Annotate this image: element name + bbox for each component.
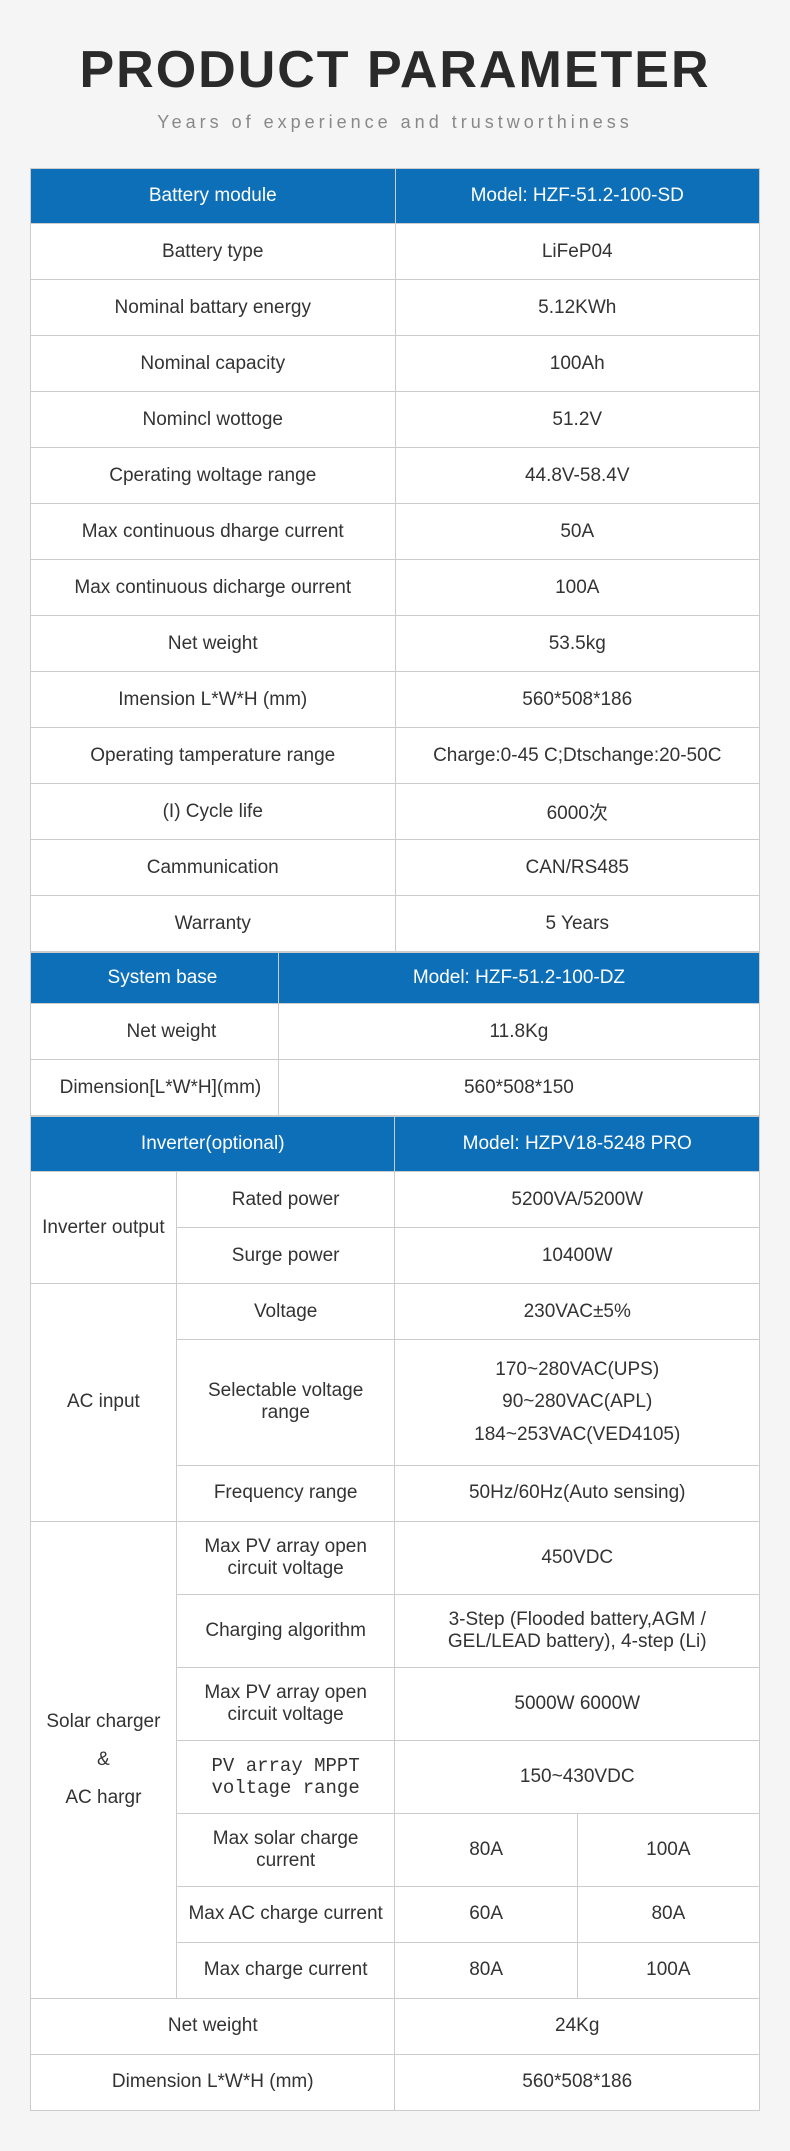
inv-val: 450VDC [395, 1521, 760, 1594]
inv-footer-val: 560*508*186 [395, 2054, 760, 2110]
battery-val: CAN/RS485 [395, 840, 760, 896]
battery-val: Charge:0-45 C;Dtschange:20-50C [395, 728, 760, 784]
battery-val: LiFeP04 [395, 224, 760, 280]
inverter-section-header: Inverter(optional) [31, 1117, 395, 1172]
inverter-table: Inverter(optional) Model: HZPV18-5248 PR… [30, 1116, 760, 2111]
battery-val: 44.8V-58.4V [395, 448, 760, 504]
battery-val: 6000次 [395, 784, 760, 840]
inv-footer-key: Net weight [31, 1998, 395, 2054]
battery-val: 5 Years [395, 896, 760, 952]
inv-key: Max PV array open circuit voltage [176, 1521, 395, 1594]
battery-table: Battery module Model: HZF-51.2-100-SD Ba… [30, 168, 760, 952]
battery-key: Nomincl wottoge [31, 392, 396, 448]
system-section-header: System base [31, 953, 279, 1004]
inv-key: Max PV array open circuit voltage [176, 1667, 395, 1740]
battery-val: 560*508*186 [395, 672, 760, 728]
inv-key: Max charge current [176, 1942, 395, 1998]
solar-charger-label: Solar charger & AC hargr [31, 1521, 177, 1998]
inv-val: 60A [395, 1886, 577, 1942]
system-base-table: System base Model: HZF-51.2-100-DZ Net w… [30, 952, 760, 1116]
inv-key: Voltage [176, 1284, 395, 1340]
page-title: PRODUCT PARAMETER [30, 40, 760, 100]
battery-key: Operating tamperature range [31, 728, 396, 784]
inv-val: 100A [577, 1813, 759, 1886]
battery-key: Max continuous dharge current [31, 504, 396, 560]
page-subtitle: Years of experience and trustworthiness [30, 112, 760, 133]
inv-key: PV array MPPT voltage range [176, 1740, 395, 1813]
inv-key: Charging algorithm [176, 1594, 395, 1667]
battery-section-header: Battery module [31, 169, 396, 224]
inv-val: 5200VA/5200W [395, 1172, 760, 1228]
battery-val: 100Ah [395, 336, 760, 392]
system-model-header: Model: HZF-51.2-100-DZ [278, 953, 759, 1004]
inv-val: 170~280VAC(UPS) 90~280VAC(APL) 184~253VA… [395, 1340, 760, 1466]
inv-key: Surge power [176, 1228, 395, 1284]
inv-val: 10400W [395, 1228, 760, 1284]
inv-val: 5000W 6000W [395, 1667, 760, 1740]
system-key: Dimension[L*W*H](mm) [31, 1060, 279, 1116]
battery-key: Max continuous dicharge ourrent [31, 560, 396, 616]
inv-val: 230VAC±5% [395, 1284, 760, 1340]
inv-key: Selectable voltage range [176, 1340, 395, 1466]
battery-key: Cammunication [31, 840, 396, 896]
inv-key: Max solar charge current [176, 1813, 395, 1886]
battery-key: Nominal capacity [31, 336, 396, 392]
inv-val: 80A [395, 1942, 577, 1998]
battery-val: 5.12KWh [395, 280, 760, 336]
inv-footer-key: Dimension L*W*H (mm) [31, 2054, 395, 2110]
inv-val: 3-Step (Flooded battery,AGM / GEL/LEAD b… [395, 1594, 760, 1667]
system-val: 11.8Kg [278, 1004, 759, 1060]
battery-model-header: Model: HZF-51.2-100-SD [395, 169, 760, 224]
inv-key: Frequency range [176, 1465, 395, 1521]
battery-key: Nominal battary energy [31, 280, 396, 336]
inv-val: 80A [577, 1886, 759, 1942]
inv-key: Rated power [176, 1172, 395, 1228]
ac-input-label: AC input [31, 1284, 177, 1522]
battery-val: 53.5kg [395, 616, 760, 672]
inv-val: 150~430VDC [395, 1740, 760, 1813]
system-val: 560*508*150 [278, 1060, 759, 1116]
inv-val: 100A [577, 1942, 759, 1998]
battery-key: Warranty [31, 896, 396, 952]
system-key: Net weight [31, 1004, 279, 1060]
battery-val: 51.2V [395, 392, 760, 448]
inv-footer-val: 24Kg [395, 1998, 760, 2054]
battery-key: Battery type [31, 224, 396, 280]
battery-key: Imension L*W*H (mm) [31, 672, 396, 728]
battery-key: Cperating woltage range [31, 448, 396, 504]
inv-val: 80A [395, 1813, 577, 1886]
battery-val: 50A [395, 504, 760, 560]
battery-key: (I) Cycle life [31, 784, 396, 840]
inverter-output-label: Inverter output [31, 1172, 177, 1284]
inv-val: 50Hz/60Hz(Auto sensing) [395, 1465, 760, 1521]
inv-key: Max AC charge current [176, 1886, 395, 1942]
inverter-model-header: Model: HZPV18-5248 PRO [395, 1117, 760, 1172]
battery-val: 100A [395, 560, 760, 616]
battery-key: Net weight [31, 616, 396, 672]
